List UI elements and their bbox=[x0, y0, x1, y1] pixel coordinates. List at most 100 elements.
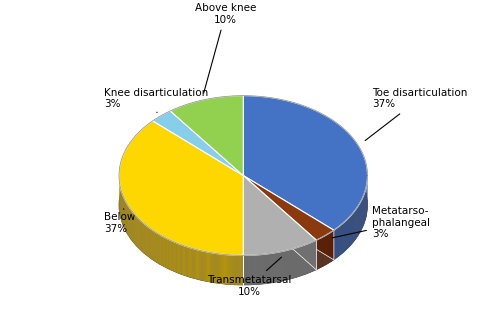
Polygon shape bbox=[244, 176, 334, 240]
Polygon shape bbox=[186, 247, 188, 276]
Polygon shape bbox=[244, 176, 316, 270]
Polygon shape bbox=[244, 176, 316, 270]
Polygon shape bbox=[180, 244, 182, 275]
Polygon shape bbox=[182, 245, 183, 275]
Polygon shape bbox=[175, 242, 176, 272]
Text: Metatarso-
phalangeal
3%: Metatarso- phalangeal 3% bbox=[332, 206, 430, 239]
Polygon shape bbox=[185, 246, 186, 276]
Polygon shape bbox=[184, 246, 185, 275]
Polygon shape bbox=[183, 245, 184, 275]
Polygon shape bbox=[154, 232, 156, 262]
Polygon shape bbox=[149, 228, 150, 258]
Polygon shape bbox=[218, 254, 220, 284]
Text: Transmetatarsal
10%: Transmetatarsal 10% bbox=[207, 257, 292, 297]
Polygon shape bbox=[139, 219, 140, 249]
Polygon shape bbox=[342, 223, 343, 253]
Polygon shape bbox=[168, 239, 170, 269]
Polygon shape bbox=[348, 218, 349, 248]
Polygon shape bbox=[170, 240, 171, 270]
Polygon shape bbox=[152, 111, 244, 176]
Polygon shape bbox=[202, 251, 203, 281]
Polygon shape bbox=[214, 253, 216, 283]
Polygon shape bbox=[152, 230, 154, 260]
Polygon shape bbox=[179, 244, 180, 274]
Polygon shape bbox=[345, 221, 346, 251]
Polygon shape bbox=[338, 227, 339, 257]
Polygon shape bbox=[206, 252, 207, 281]
Polygon shape bbox=[167, 239, 168, 269]
Polygon shape bbox=[166, 238, 167, 268]
Polygon shape bbox=[160, 235, 161, 265]
Ellipse shape bbox=[119, 125, 368, 285]
Polygon shape bbox=[336, 228, 337, 258]
Polygon shape bbox=[335, 229, 336, 259]
Polygon shape bbox=[204, 251, 205, 281]
Polygon shape bbox=[142, 222, 143, 252]
Polygon shape bbox=[143, 223, 144, 253]
Polygon shape bbox=[339, 226, 340, 256]
Polygon shape bbox=[220, 254, 221, 284]
Polygon shape bbox=[190, 248, 191, 278]
Polygon shape bbox=[156, 233, 157, 263]
Polygon shape bbox=[164, 238, 166, 267]
Polygon shape bbox=[161, 235, 162, 265]
Polygon shape bbox=[238, 255, 240, 285]
Polygon shape bbox=[208, 252, 209, 282]
Polygon shape bbox=[334, 229, 335, 259]
Text: Toe disarticulation
37%: Toe disarticulation 37% bbox=[365, 88, 468, 141]
Polygon shape bbox=[194, 249, 196, 279]
Polygon shape bbox=[199, 250, 200, 280]
Polygon shape bbox=[119, 121, 244, 255]
Polygon shape bbox=[198, 250, 199, 280]
Polygon shape bbox=[176, 243, 178, 273]
Polygon shape bbox=[224, 254, 225, 284]
Polygon shape bbox=[216, 254, 218, 283]
Polygon shape bbox=[225, 254, 226, 284]
Polygon shape bbox=[148, 227, 149, 257]
Polygon shape bbox=[140, 221, 141, 251]
Polygon shape bbox=[227, 255, 228, 285]
Polygon shape bbox=[200, 251, 202, 280]
Polygon shape bbox=[234, 255, 236, 285]
Polygon shape bbox=[229, 255, 230, 285]
Polygon shape bbox=[236, 255, 238, 285]
Polygon shape bbox=[205, 252, 206, 281]
Polygon shape bbox=[223, 254, 224, 284]
Polygon shape bbox=[157, 233, 158, 263]
Polygon shape bbox=[159, 234, 160, 264]
Polygon shape bbox=[172, 241, 173, 271]
Polygon shape bbox=[343, 223, 344, 253]
Polygon shape bbox=[150, 228, 151, 259]
Polygon shape bbox=[173, 242, 174, 271]
Polygon shape bbox=[137, 217, 138, 247]
Polygon shape bbox=[344, 222, 345, 252]
Polygon shape bbox=[244, 176, 316, 255]
Polygon shape bbox=[207, 252, 208, 282]
Polygon shape bbox=[192, 249, 194, 278]
Polygon shape bbox=[188, 247, 189, 277]
Text: Knee disarticulation
3%: Knee disarticulation 3% bbox=[104, 88, 208, 113]
Polygon shape bbox=[189, 247, 190, 277]
Polygon shape bbox=[242, 255, 244, 285]
Polygon shape bbox=[174, 242, 175, 272]
Polygon shape bbox=[171, 240, 172, 270]
Polygon shape bbox=[228, 255, 229, 285]
Polygon shape bbox=[145, 224, 146, 255]
Polygon shape bbox=[191, 248, 192, 278]
Polygon shape bbox=[340, 225, 341, 255]
Polygon shape bbox=[162, 236, 163, 266]
Polygon shape bbox=[337, 228, 338, 258]
Polygon shape bbox=[170, 96, 244, 176]
Polygon shape bbox=[346, 219, 347, 249]
Polygon shape bbox=[146, 226, 147, 256]
Polygon shape bbox=[210, 253, 211, 282]
Polygon shape bbox=[211, 253, 212, 282]
Text: Above knee
10%: Above knee 10% bbox=[195, 3, 256, 93]
Polygon shape bbox=[240, 255, 242, 285]
Polygon shape bbox=[222, 254, 223, 284]
Polygon shape bbox=[226, 254, 227, 284]
Polygon shape bbox=[147, 226, 148, 256]
Polygon shape bbox=[197, 250, 198, 280]
Polygon shape bbox=[151, 229, 152, 259]
Polygon shape bbox=[158, 234, 159, 264]
